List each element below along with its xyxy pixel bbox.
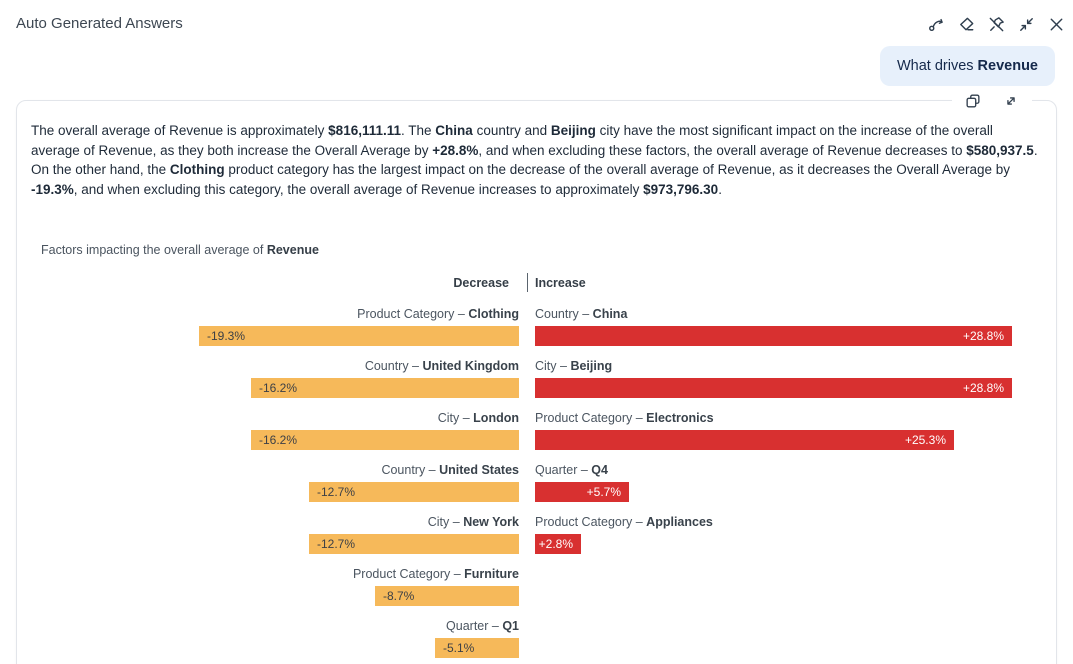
bar-value: -8.7% <box>383 589 415 603</box>
bar-value: +5.7% <box>586 485 621 499</box>
chart-column-headers: Decrease Increase <box>31 273 1042 293</box>
bar-value: +28.8% <box>962 329 1004 343</box>
bar-label: City – London <box>437 411 519 425</box>
chart-row: Quarter – Q1 -5.1% <box>31 617 1042 664</box>
decrease-bar[interactable]: -16.2% <box>251 378 519 398</box>
bar-label: Product Category – Appliances <box>535 515 713 529</box>
bar-label: Country – United Kingdom <box>364 359 519 373</box>
decrease-bar[interactable]: -5.1% <box>435 638 519 658</box>
decrease-bar[interactable]: -12.7% <box>309 482 519 502</box>
minimize-icon[interactable] <box>1015 13 1037 35</box>
chart-rows: Product Category – Clothing -19.3% Country… <box>31 305 1042 664</box>
chart-row: Country – United States -12.7% Quarter – Q… <box>31 461 1042 513</box>
answer-card-actions <box>952 90 1032 112</box>
increase-header: Increase <box>535 276 586 290</box>
header-divider <box>519 273 535 293</box>
top-bar: Auto Generated Answers <box>0 0 1073 48</box>
top-bar-actions <box>925 13 1067 35</box>
bar-value: -19.3% <box>207 329 246 343</box>
chart-row: Country – United Kingdom -16.2% City – Bei… <box>31 357 1042 409</box>
chart-row: City – London -16.2% Product Category – El… <box>31 409 1042 461</box>
increase-bar[interactable]: +28.8% <box>535 326 1012 346</box>
bar-label: Country – China <box>535 307 628 321</box>
bar-label: Product Category – Electronics <box>535 411 714 425</box>
decrease-header: Decrease <box>453 276 509 290</box>
bar-value: -16.2% <box>259 381 298 395</box>
bar-value: +2.8% <box>538 537 573 551</box>
eraser-icon[interactable] <box>955 13 977 35</box>
decrease-bar[interactable]: -8.7% <box>375 586 519 606</box>
bar-label: Quarter – Q4 <box>535 463 608 477</box>
increase-bar[interactable]: +25.3% <box>535 430 954 450</box>
bar-value: -16.2% <box>259 433 298 447</box>
chart-title: Factors impacting the overall average of… <box>41 243 319 257</box>
impact-chart: Factors impacting the overall average of… <box>31 243 1042 664</box>
chart-row: City – New York -12.7% Product Category – … <box>31 513 1042 565</box>
increase-bar[interactable]: +2.8% <box>535 534 581 554</box>
expand-icon[interactable] <box>1000 90 1022 112</box>
bar-label: Product Category – Clothing <box>357 307 519 321</box>
chart-row: Product Category – Clothing -19.3% Country… <box>31 305 1042 357</box>
page-title: Auto Generated Answers <box>16 15 183 32</box>
bar-label: Quarter – Q1 <box>446 619 519 633</box>
decrease-bar[interactable]: -16.2% <box>251 430 519 450</box>
bar-value: +25.3% <box>904 433 946 447</box>
bar-label: Country – United States <box>381 463 519 477</box>
bar-label: Product Category – Furniture <box>352 567 519 581</box>
answer-card: The overall average of Revenue is approx… <box>16 90 1057 664</box>
question-term: Revenue <box>977 58 1038 74</box>
copy-icon[interactable] <box>962 90 984 112</box>
insight-cursor-icon[interactable] <box>925 13 947 35</box>
bar-value: +28.8% <box>962 381 1004 395</box>
bar-value: -5.1% <box>443 641 475 655</box>
chart-row: Product Category – Furniture -8.7% <box>31 565 1042 617</box>
increase-bar[interactable]: +5.7% <box>535 482 629 502</box>
close-icon[interactable] <box>1045 13 1067 35</box>
bar-label: City – New York <box>427 515 519 529</box>
question-text: What drives <box>896 58 978 74</box>
bar-label: City – Beijing <box>535 359 613 373</box>
bar-value: -12.7% <box>317 485 356 499</box>
answer-paragraph: The overall average of Revenue is approx… <box>31 123 1038 197</box>
question-bubble: What drives Revenue <box>879 46 1055 86</box>
decrease-bar[interactable]: -12.7% <box>309 534 519 554</box>
increase-bar[interactable]: +28.8% <box>535 378 1012 398</box>
unpin-icon[interactable] <box>985 13 1007 35</box>
decrease-bar[interactable]: -19.3% <box>199 326 519 346</box>
bar-value: -12.7% <box>317 537 356 551</box>
